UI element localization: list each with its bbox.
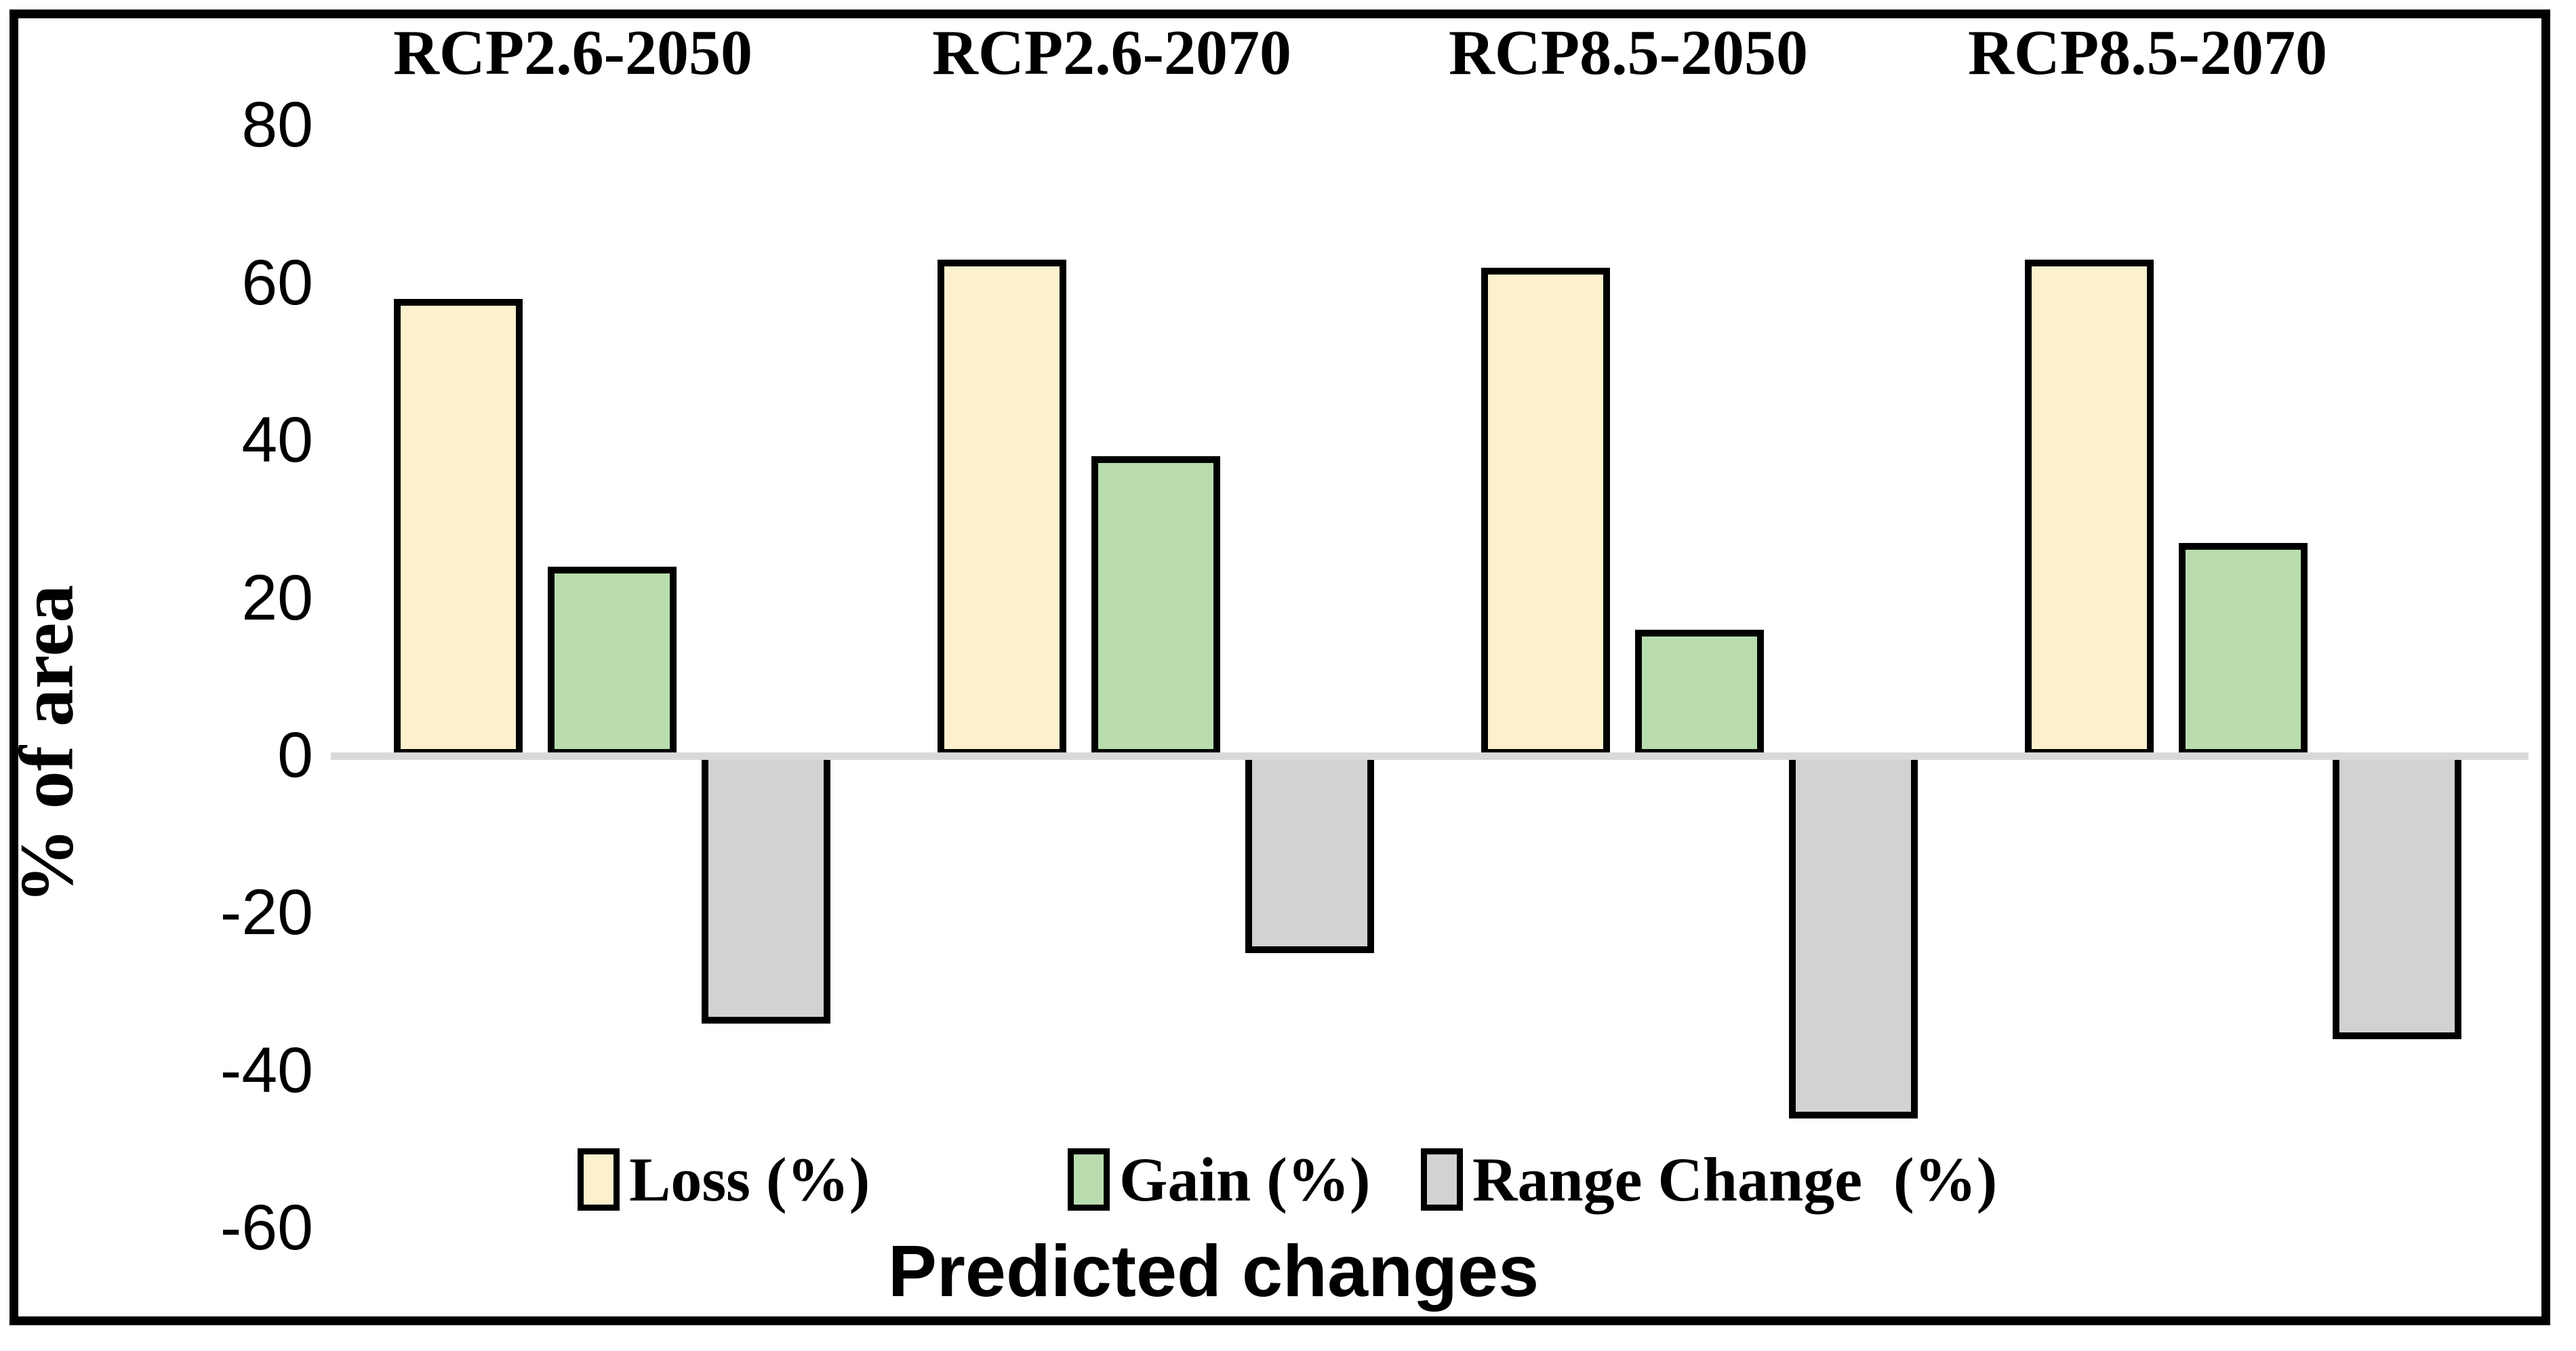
legend-label: Loss (%)	[629, 1145, 870, 1214]
y-tick-label-20: 20	[241, 561, 313, 634]
bar-gain-rcp2.6-2050	[548, 567, 677, 756]
legend-label: Gain (%)	[1119, 1145, 1371, 1214]
legend-swatch-icon	[1421, 1148, 1463, 1211]
bar-loss-rcp2.6-2070	[938, 259, 1066, 756]
bar-rangechange-rcp8.5-2050	[1789, 753, 1918, 1118]
bar-loss-rcp8.5-2050	[1481, 267, 1610, 756]
legend-item-rangechange: Range Change (%)	[1421, 1142, 1997, 1217]
y-tick-label--20: -20	[220, 876, 313, 949]
figure-border	[9, 9, 2550, 1325]
bar-rangechange-rcp2.6-2050	[702, 753, 830, 1024]
bar-rangechange-rcp8.5-2070	[2333, 753, 2461, 1040]
y-tick-label--40: -40	[220, 1034, 313, 1106]
y-tick-label-80: 80	[241, 89, 313, 161]
bar-gain-rcp8.5-2070	[2179, 543, 2308, 756]
zero-baseline	[331, 752, 2529, 760]
legend-label: Range Change (%)	[1472, 1145, 1998, 1214]
group-label-rcp2.6-2050: RCP2.6-2050	[393, 18, 752, 88]
y-axis-title: % of area	[5, 584, 89, 904]
group-label-rcp2.6-2070: RCP2.6-2070	[932, 18, 1291, 88]
bar-rangechange-rcp2.6-2070	[1245, 753, 1374, 953]
group-label-rcp8.5-2070: RCP8.5-2070	[1968, 18, 2327, 88]
y-tick-label-0: 0	[277, 719, 313, 791]
legend-item-gain: Gain (%)	[1068, 1142, 1371, 1217]
bar-loss-rcp8.5-2070	[2025, 259, 2154, 756]
legend-swatch-icon	[578, 1148, 620, 1211]
bar-gain-rcp2.6-2070	[1091, 456, 1220, 756]
y-tick-label-60: 60	[241, 246, 313, 319]
legend-swatch-icon	[1068, 1148, 1110, 1211]
bar-gain-rcp8.5-2050	[1635, 630, 1764, 756]
bar-loss-rcp2.6-2050	[394, 299, 523, 756]
group-label-rcp8.5-2050: RCP8.5-2050	[1449, 18, 1808, 88]
y-tick-label-40: 40	[241, 404, 313, 477]
y-tick-label--60: -60	[220, 1192, 313, 1264]
legend-item-loss: Loss (%)	[578, 1142, 870, 1217]
x-axis-title: Predicted changes	[887, 1230, 1539, 1312]
